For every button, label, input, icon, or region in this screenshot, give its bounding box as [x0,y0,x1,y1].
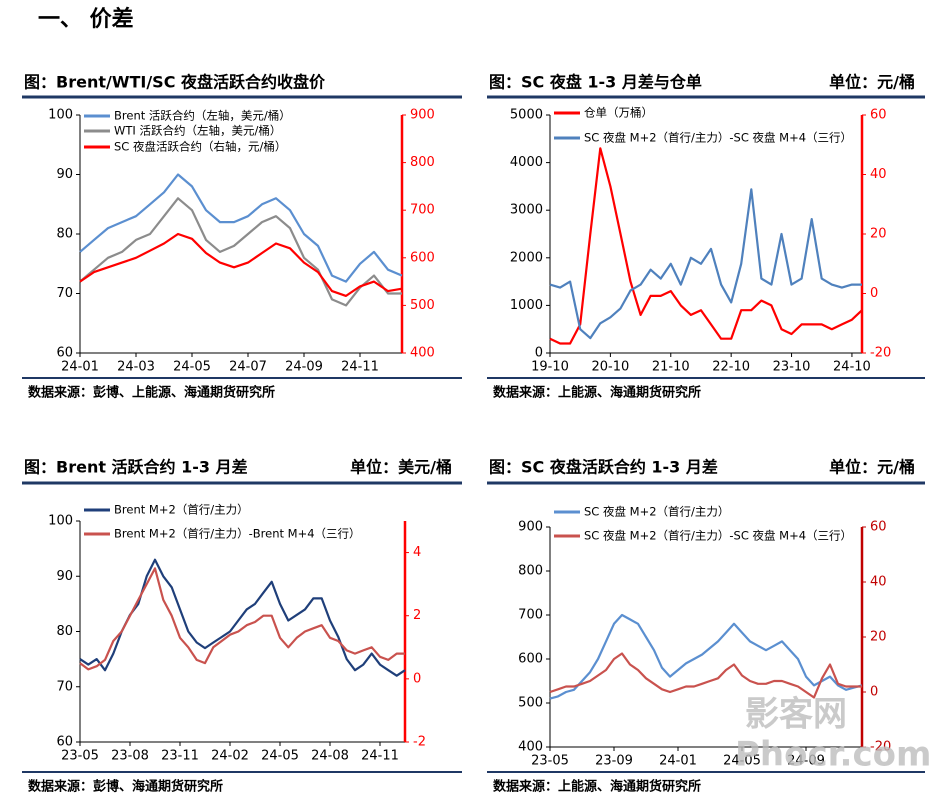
x-tick-label: 23-11 [161,749,199,764]
y2-tick-label: 4 [413,545,421,560]
legend-label: 仓单（万桶） [584,106,653,120]
y-tick-label: 90 [56,569,73,584]
x-tick-label: 19-10 [531,360,569,375]
chart-unit: 单位：元/桶 [829,458,915,477]
y2-tick-label: 40 [870,167,887,182]
source: 数据来源：彭博、海通期货研究所 [28,779,223,795]
y-tick-label: 600 [518,652,543,667]
series-line [79,232,403,297]
y-tick-label: 1000 [510,298,543,313]
y2-tick-label: -20 [870,740,891,755]
series-line [549,147,863,345]
heading: 一、 价差 [38,6,134,32]
y2-tick-label: 2 [413,608,421,623]
x-tick-label: 24-02 [211,749,249,764]
legend-label: SC 夜盘活跃合约（右轴，元/桶） [114,140,286,154]
x-tick-label: 23-08 [111,749,149,764]
y-tick-label: 60 [56,735,73,750]
y-tick-label: 60 [56,346,73,361]
chart-title: 图：SC 夜盘活跃合约 1-3 月差 [489,458,718,477]
watermark: Phocr.com [735,735,931,775]
x-tick-label: 23-10 [773,360,811,375]
x-tick-label: 23-05 [531,754,569,769]
x-tick-label: 24-01 [61,360,99,375]
x-tick-label: 24-10 [833,360,871,375]
chart-unit: 单位：元/桶 [829,73,915,92]
y2-tick-label: -20 [870,346,891,361]
x-tick-label: 24-05 [173,360,211,375]
source: 数据来源：上能源、海通期货研究所 [493,779,701,795]
legend-label: SC 夜盘 M+2（首行/主力）-SC 夜盘 M+4（三行） [584,131,852,145]
legend-label: SC 夜盘 M+2（首行/主力） [584,505,729,519]
y2-tick-label: 20 [870,630,887,645]
y2-tick-label: 60 [870,520,887,535]
series-line [549,652,862,699]
y-tick-label: 4000 [510,155,543,170]
x-tick-label: 24-07 [229,360,267,375]
source: 数据来源：上能源、海通期货研究所 [493,385,701,401]
x-tick-label: 24-09 [787,754,825,769]
y-tick-label: 700 [518,608,543,623]
x-tick-label: 24-03 [117,360,155,375]
y-tick-label: 100 [48,108,73,123]
legend-label: WTI 活跃合约（左轴，美元/桶） [114,124,281,138]
series-line [79,173,403,283]
source: 数据来源：彭博、上能源、海通期货研究所 [28,385,275,401]
legend-label: SC 夜盘 M+2（首行/主力）-SC 夜盘 M+4（三行） [584,529,852,543]
x-tick-label: 22-10 [712,360,750,375]
legend-label: Brent 活跃合约（左轴，美元/桶） [114,109,291,123]
x-tick-label: 24-01 [659,754,697,769]
chart-title: 图：SC 夜盘 1-3 月差与仓单 [489,73,702,92]
y-tick-label: 900 [518,520,543,535]
chart-unit: 单位：美元/桶 [350,458,452,477]
y-tick-label: 80 [56,624,73,639]
x-tick-label: 23-05 [61,749,99,764]
series-line [79,567,405,671]
y2-tick-label: 700 [410,203,435,218]
y2-tick-label: 0 [870,286,878,301]
x-tick-label: 24-05 [261,749,299,764]
x-tick-label: 24-05 [723,754,761,769]
y-tick-label: 3000 [510,203,543,218]
y2-tick-label: 20 [870,227,887,242]
x-tick-label: 24-09 [285,360,323,375]
y-tick-label: 5000 [510,108,543,123]
y2-tick-label: 0 [870,685,878,700]
y2-tick-label: 0 [413,671,421,686]
legend-label: Brent M+2（首行/主力）-Brent M+4（三行） [114,527,361,541]
x-tick-label: 24-08 [311,749,349,764]
y-tick-label: 2000 [510,250,543,265]
y2-tick-label: 600 [410,250,435,265]
x-tick-label: 23-09 [595,754,633,769]
y2-tick-label: 60 [870,108,887,123]
watermark: 影客网 [745,695,847,735]
y-tick-label: 70 [56,286,73,301]
y-tick-label: 0 [535,346,543,361]
legend-label: Brent M+2（首行/主力） [114,503,249,517]
y-tick-label: 100 [48,514,73,529]
y2-tick-label: -2 [413,735,426,750]
y2-tick-label: 800 [410,155,435,170]
y2-tick-label: 500 [410,298,435,313]
chart-title: 图：Brent/WTI/SC 夜盘活跃合约收盘价 [24,73,326,92]
y-tick-label: 500 [518,696,543,711]
y2-tick-label: 400 [410,346,435,361]
x-tick-label: 24-11 [361,749,399,764]
series-line [549,188,862,340]
x-tick-label: 24-11 [341,360,379,375]
y2-tick-label: 40 [870,575,887,590]
chart-title: 图：Brent 活跃合约 1-3 月差 [24,458,248,477]
series-line [79,197,402,307]
y-tick-label: 80 [56,227,73,242]
x-tick-label: 20-10 [591,360,629,375]
y-tick-label: 70 [56,679,73,694]
y-tick-label: 800 [518,564,543,579]
y-tick-label: 400 [518,740,543,755]
y2-tick-label: 900 [410,108,435,123]
x-tick-label: 21-10 [652,360,690,375]
y-tick-label: 90 [56,167,73,182]
series-line [549,613,863,700]
